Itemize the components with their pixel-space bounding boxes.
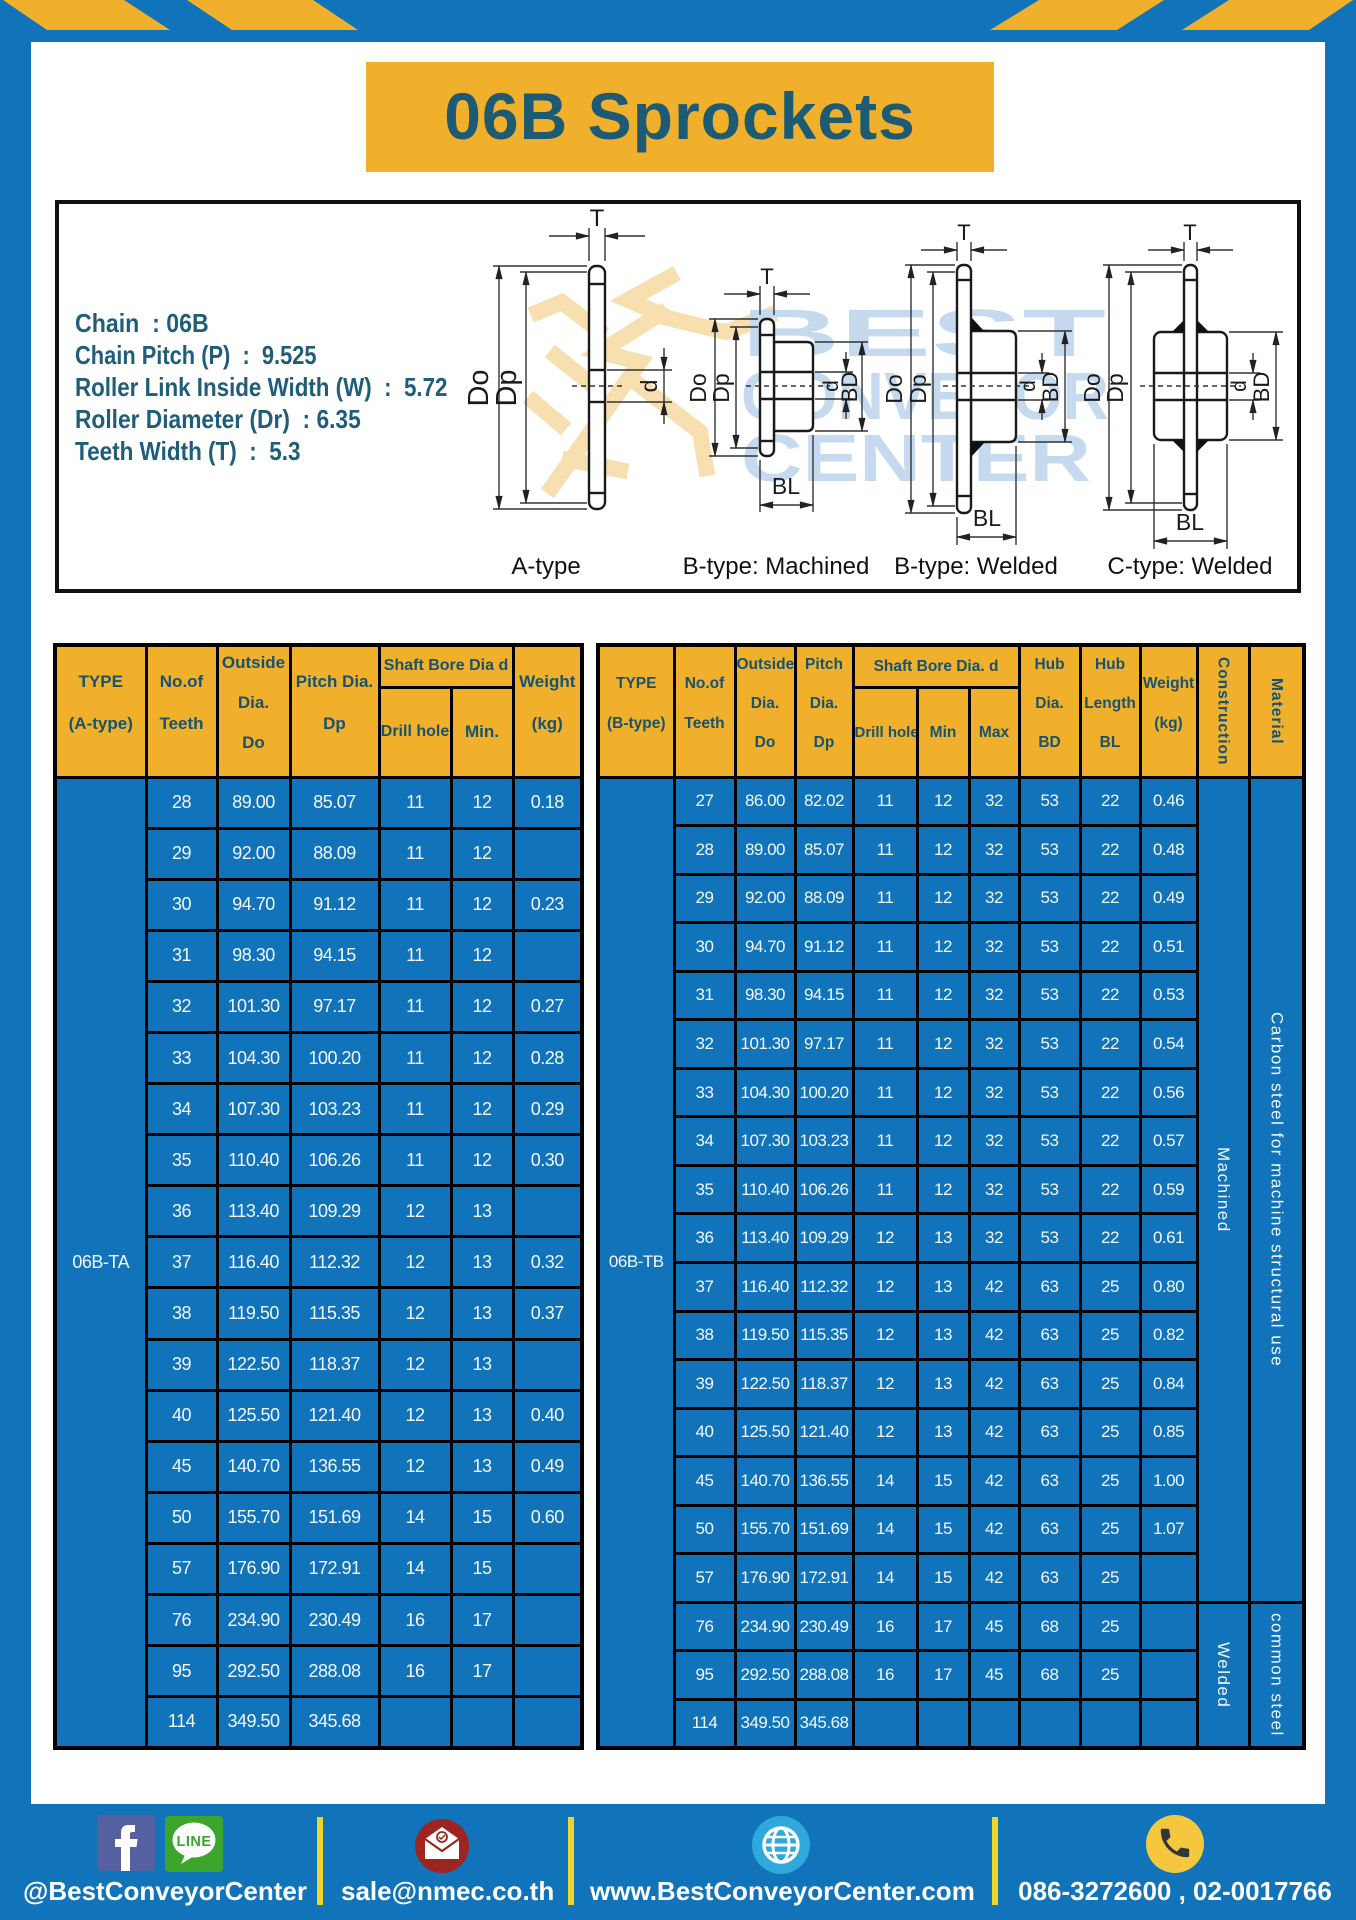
svg-text:Dp: Dp xyxy=(905,374,931,403)
svg-text:BD: BD xyxy=(837,372,862,403)
svg-text:Dp: Dp xyxy=(1102,373,1128,402)
svg-text:BD: BD xyxy=(1038,372,1063,403)
svg-text:T: T xyxy=(1183,220,1196,245)
svg-text:T: T xyxy=(760,264,773,289)
svg-text:C-type: Welded: C-type: Welded xyxy=(1108,553,1273,580)
svg-text:BD: BD xyxy=(1249,372,1274,403)
svg-text:d: d xyxy=(1017,380,1040,392)
svg-text:Do: Do xyxy=(881,374,907,403)
svg-text:Do: Do xyxy=(685,373,711,402)
svg-text:d: d xyxy=(1228,380,1251,392)
svg-text:B-type: Machined: B-type: Machined xyxy=(683,553,870,580)
svg-text:Dp: Dp xyxy=(491,369,523,406)
svg-text:LINE: LINE xyxy=(176,1834,211,1850)
svg-text:A-type: A-type xyxy=(511,553,580,580)
svg-text:BL: BL xyxy=(772,473,800,499)
svg-text:Do: Do xyxy=(1079,373,1105,402)
svg-text:T: T xyxy=(590,205,605,232)
svg-text:Dp: Dp xyxy=(708,373,734,402)
svg-text:CENTER: CENTER xyxy=(741,421,1091,496)
svg-text:B-type: Welded: B-type: Welded xyxy=(894,553,1058,580)
svg-text:T: T xyxy=(957,220,970,245)
svg-text:BL: BL xyxy=(1176,509,1204,535)
svg-text:Do: Do xyxy=(463,369,495,406)
svg-text:BL: BL xyxy=(973,505,1001,531)
svg-text:d: d xyxy=(820,380,843,392)
svg-text:d: d xyxy=(636,380,662,393)
